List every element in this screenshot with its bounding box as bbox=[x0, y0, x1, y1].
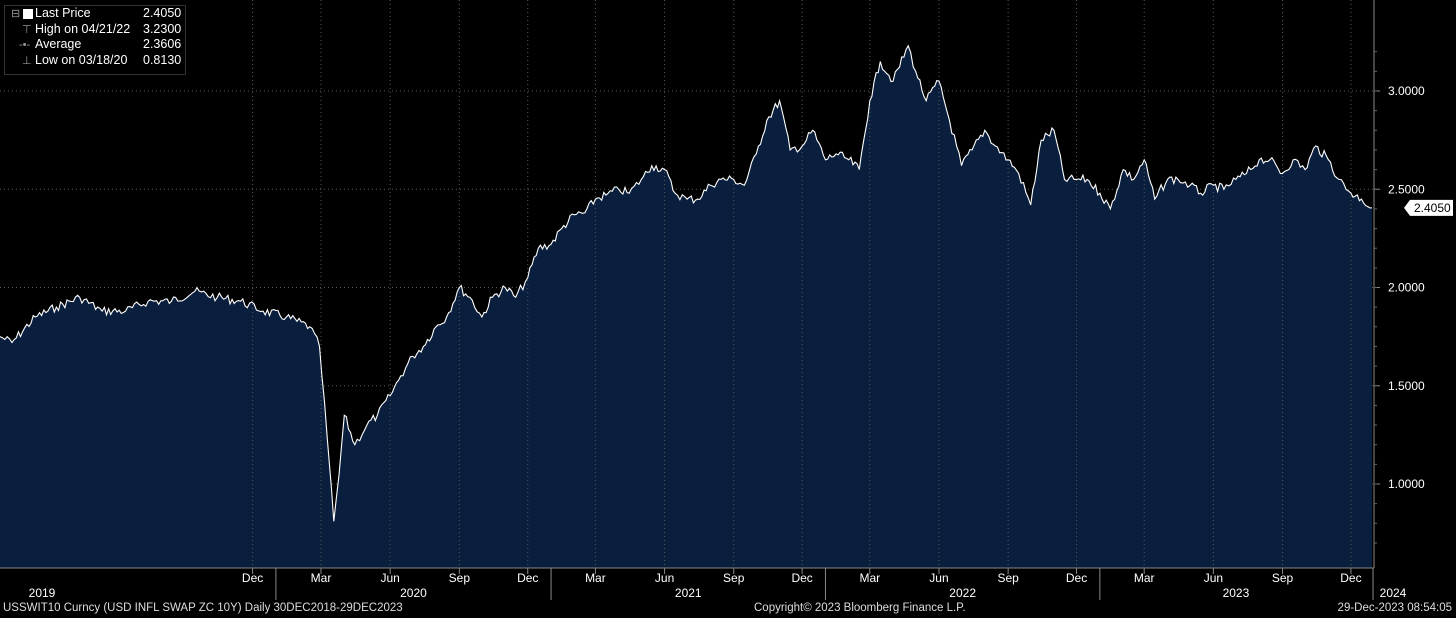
y-tick-label: 2.0000 bbox=[1388, 281, 1425, 295]
x-tick-label: Jun bbox=[929, 571, 948, 585]
x-tick-label: Sep bbox=[723, 571, 745, 585]
last-value-badge bbox=[1404, 199, 1453, 216]
year-label: 2023 bbox=[1223, 586, 1250, 600]
average-label: Average bbox=[35, 37, 82, 51]
x-tick-label: Mar bbox=[585, 571, 606, 585]
low-value: 0.8130 bbox=[143, 52, 182, 67]
low-marker-icon: ⊥ bbox=[22, 54, 32, 67]
y-tick-label: 3.0000 bbox=[1388, 84, 1425, 98]
x-tick-label: Sep bbox=[1272, 571, 1294, 585]
x-axis: Dec Mar Jun Sep Dec Mar Jun Sep Dec Mar Jun Sep Dec M… bbox=[29, 568, 1407, 600]
year-label: 2019 bbox=[29, 586, 56, 600]
average-marker-icon: -•- bbox=[19, 39, 31, 51]
x-tick-label: Jun bbox=[655, 571, 674, 585]
legend-last-price: ⊟ Last Price 2.4050 bbox=[5, 6, 185, 22]
y-tick-label: 1.5000 bbox=[1388, 379, 1425, 393]
y-tick-label: 2.5000 bbox=[1388, 182, 1425, 196]
y-axis: 1.0000 1.5000 2.0000 2.5000 3.0000 bbox=[1374, 51, 1425, 544]
footer-timestamp: 29-Dec-2023 08:54:05 bbox=[1337, 602, 1452, 614]
price-area bbox=[0, 45, 1372, 569]
high-label: High on 04/21/22 bbox=[35, 21, 131, 36]
x-tick-label: Mar bbox=[311, 571, 332, 585]
x-tick-label: Dec bbox=[791, 571, 812, 585]
year-label: 2022 bbox=[949, 586, 976, 600]
high-value: 3.2300 bbox=[143, 21, 182, 36]
last-price-value: 2.4050 bbox=[143, 6, 182, 20]
collapse-icon[interactable]: ⊟ bbox=[11, 8, 21, 20]
legend-average: -•- Average 2.3606 bbox=[5, 37, 185, 53]
footer-copyright: Copyright© 2023 Bloomberg Finance L.P. bbox=[754, 602, 966, 614]
x-tick-label: Jun bbox=[1204, 571, 1223, 585]
legend-high: ⊤ High on 04/21/22 3.2300 bbox=[5, 22, 185, 38]
x-tick-label: Dec bbox=[517, 571, 538, 585]
x-tick-label: Dec bbox=[1066, 571, 1087, 585]
y-tick-label: 1.0000 bbox=[1388, 477, 1425, 491]
x-tick-label: Sep bbox=[449, 571, 471, 585]
low-label: Low on 03/18/20 bbox=[35, 52, 128, 67]
x-tick-label: Dec bbox=[242, 571, 263, 585]
footer-ticker: USSWIT10 Curncy (USD INFL SWAP ZC 10Y) D… bbox=[3, 602, 403, 614]
x-tick-label: Dec bbox=[1340, 571, 1361, 585]
last-price-swatch bbox=[23, 9, 33, 19]
year-label: 2024 bbox=[1380, 586, 1407, 600]
average-value: 2.3606 bbox=[143, 37, 182, 51]
legend-low: ⊥ Low on 03/18/20 0.8130 bbox=[5, 53, 185, 69]
year-label: 2020 bbox=[400, 586, 427, 600]
x-tick-label: Mar bbox=[1134, 571, 1155, 585]
last-value-text: 2.4050 bbox=[1414, 201, 1451, 215]
x-tick-label: Sep bbox=[997, 571, 1019, 585]
last-value-label: 2.4050 bbox=[1404, 199, 1453, 216]
price-line bbox=[0, 44, 1373, 522]
year-label: 2021 bbox=[675, 586, 702, 600]
grid-lines-overlay bbox=[252, 0, 1352, 568]
legend-box: ⊟ Last Price 2.4050 ⊤ High on 04/21/22 3… bbox=[4, 5, 186, 75]
high-marker-icon: ⊤ bbox=[22, 23, 32, 36]
x-tick-label: Mar bbox=[859, 571, 880, 585]
x-tick-label: Jun bbox=[380, 571, 399, 585]
last-price-label: Last Price bbox=[35, 6, 91, 20]
